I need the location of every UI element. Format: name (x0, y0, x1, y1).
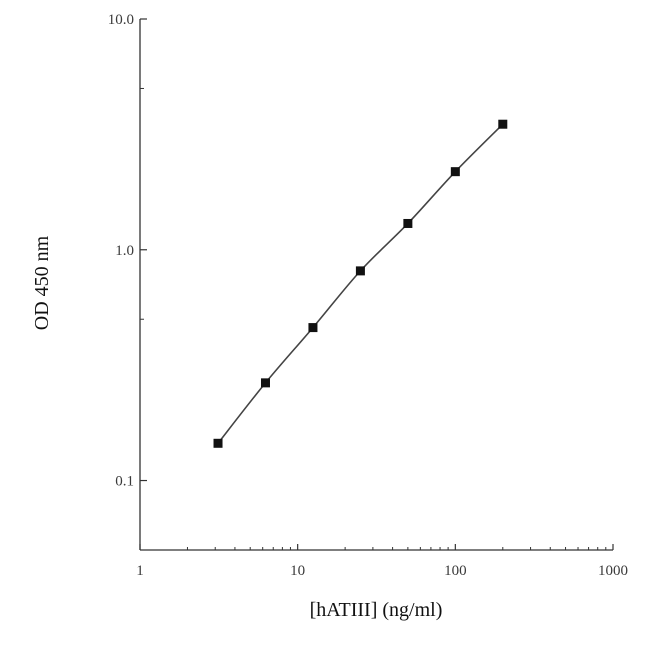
y-tick-label: 1.0 (115, 243, 134, 259)
y-tick-label: 10.0 (108, 12, 134, 28)
axis-ticks: 1 10 100 1000 0.1 1.0 10.0 (108, 12, 628, 579)
y-tick-label: 0.1 (115, 474, 134, 490)
x-tick-label: 1000 (598, 563, 628, 579)
data-point-marker (498, 119, 508, 129)
data-point-marker (355, 266, 365, 276)
y-axis-title: OD 450 nm (31, 235, 53, 330)
series-line (217, 123, 504, 444)
data-point-marker (213, 438, 223, 448)
x-tick-label: 100 (444, 563, 467, 579)
data-point-marker (260, 378, 270, 388)
data-point-marker (450, 167, 460, 177)
x-tick-label: 10 (290, 563, 305, 579)
x-tick-label: 1 (136, 563, 144, 579)
data-point-marker (308, 323, 318, 333)
data-series (213, 119, 508, 448)
axes (139, 19, 613, 551)
x-axis-title: [hATIII] (ng/ml) (310, 599, 443, 621)
data-point-marker (403, 218, 413, 228)
